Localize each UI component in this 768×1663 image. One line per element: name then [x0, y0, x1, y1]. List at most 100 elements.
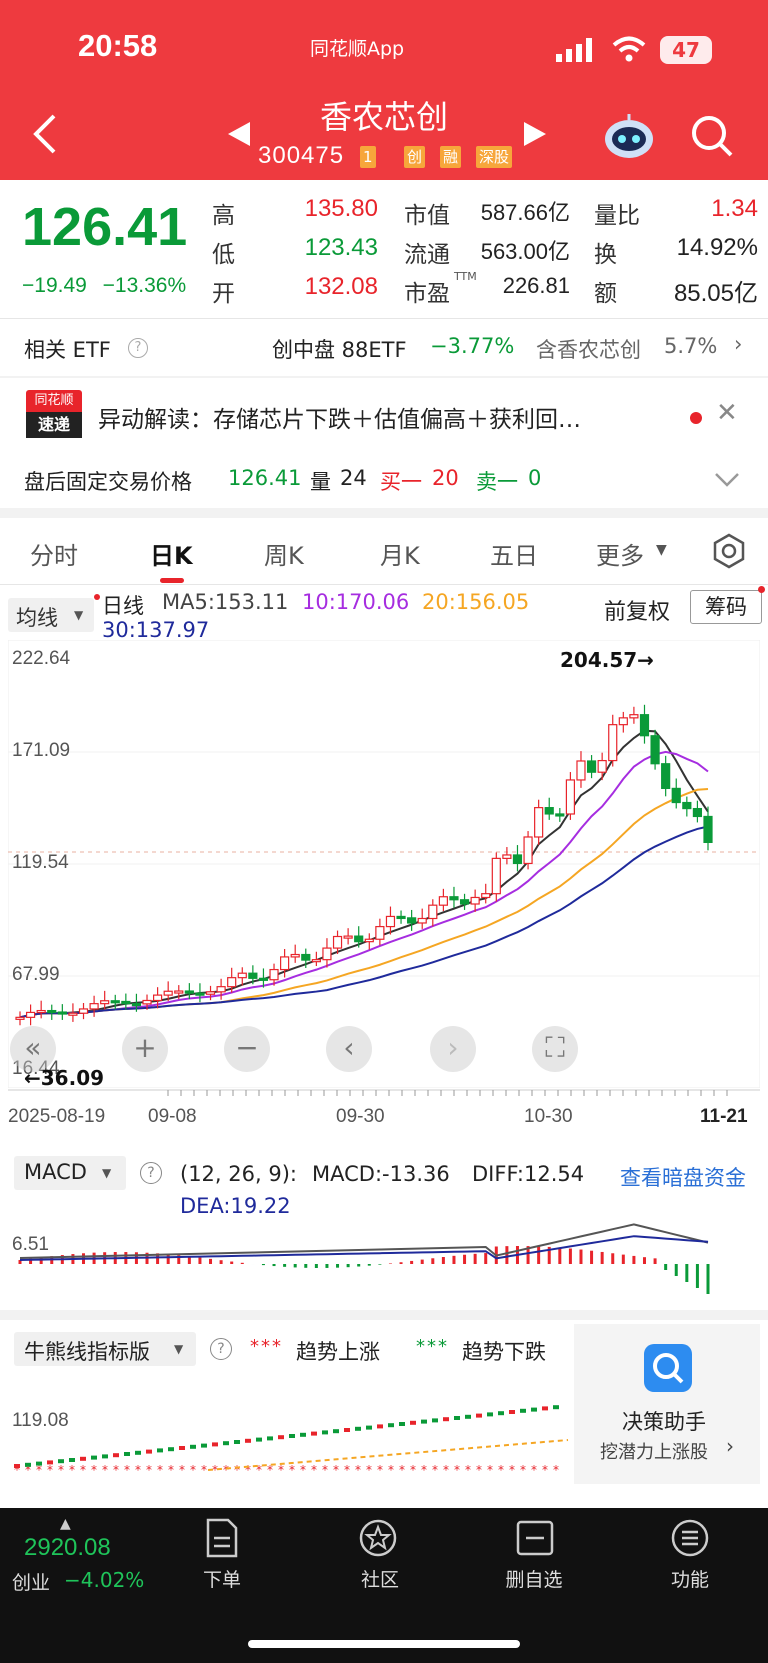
macd-selector[interactable]: MACD ▼ — [14, 1156, 126, 1190]
open-label: 开 — [212, 281, 235, 307]
after-hours-row[interactable]: 盘后固定交易价格 126.41 量 24 买一 20 卖一 0 — [0, 452, 768, 508]
candle-body — [36, 1009, 46, 1014]
code-suffix-tag: 1 — [360, 146, 376, 168]
close-icon[interactable]: ✕ — [716, 398, 738, 428]
trend-up-star: * — [476, 1463, 482, 1477]
macd-chart[interactable] — [8, 1196, 760, 1308]
chips-button[interactable]: 筹码 — [690, 590, 762, 624]
fullscreen-button[interactable]: ⛶ — [532, 1026, 578, 1072]
candle-body — [375, 925, 385, 940]
adjust-label[interactable]: 前复权 — [604, 600, 671, 625]
high-marker: 204.57→ — [560, 648, 654, 672]
bull-bear-mark — [80, 1456, 86, 1461]
bottom-nav — [0, 1508, 768, 1663]
settings-hexagon-icon[interactable] — [710, 532, 748, 570]
remove-watchlist-icon[interactable] — [516, 1520, 554, 1556]
bull-bear-mark — [520, 1408, 526, 1413]
bull-bear-mark — [531, 1407, 537, 1412]
search-icon[interactable] — [690, 114, 734, 158]
chevron-right-icon: › — [734, 332, 743, 356]
low-value: 123.43 — [304, 234, 378, 261]
nav-order[interactable]: 下单 — [202, 1569, 241, 1591]
related-etf-row[interactable]: 相关 ETF ? 创中盘 88ETF −3.77% 含香农芯创 5.7% › — [0, 320, 768, 376]
candle-body — [407, 917, 417, 924]
nav-remove-watchlist[interactable]: 删自选 — [505, 1569, 563, 1591]
tab-daily-k[interactable]: 日K — [150, 542, 193, 570]
bull-bear-mark — [432, 1418, 438, 1423]
tab-five-day[interactable]: 五日 — [490, 542, 538, 570]
candle-body — [523, 836, 533, 865]
trend-up-star: * — [201, 1463, 207, 1477]
scroll-right-button[interactable]: › — [430, 1026, 476, 1072]
volume-ratio-value: 1.34 — [711, 195, 758, 222]
trend-up-star: * — [113, 1463, 119, 1477]
scroll-left-fast-button[interactable]: « — [10, 1026, 56, 1072]
candle-body — [650, 735, 660, 765]
macd-bar — [642, 1257, 646, 1264]
change-percent: −13.36% — [102, 274, 187, 297]
nav-community[interactable]: 社区 — [360, 1569, 399, 1591]
bull-bear-chart[interactable]: * * * * * * * * * * * * * * * * * * * * * * * * * * * * * * * * * * * * * * * *… — [8, 1380, 574, 1480]
scroll-left-button[interactable]: ‹ — [326, 1026, 372, 1072]
macd-bar — [621, 1254, 625, 1264]
zoom-in-button[interactable]: + — [122, 1026, 168, 1072]
bull-bear-selector-label: 牛熊线指标版 — [24, 1340, 150, 1364]
turnover-value: 14.92% — [676, 234, 758, 261]
tag-rong: 融 — [440, 146, 462, 168]
more-caret-icon: ▼ — [656, 542, 667, 558]
macd-bar — [209, 1258, 213, 1264]
kline-chart[interactable] — [8, 640, 760, 1088]
trend-up-star: * — [124, 1463, 130, 1477]
dark-pool-link[interactable]: 查看暗盘资金 — [620, 1166, 746, 1190]
bull-bear-mark — [322, 1430, 328, 1435]
index-value[interactable]: 2920.08 — [24, 1534, 111, 1561]
back-icon[interactable] — [30, 112, 60, 156]
bull-bear-mark — [553, 1405, 559, 1410]
status-time: 20:58 — [78, 28, 158, 63]
prev-stock-icon[interactable] — [226, 120, 252, 148]
candle-body — [586, 760, 597, 773]
tab-weekly-k[interactable]: 周K — [264, 542, 304, 570]
float-cap-value: 563.00亿 — [480, 239, 570, 264]
trend-up-star: * — [322, 1463, 328, 1477]
chevron-down-icon[interactable] — [714, 472, 740, 488]
candle-body — [597, 759, 607, 773]
macd-bar — [336, 1264, 340, 1268]
news-badge: 同花顺 速递 — [26, 390, 82, 440]
bull-bear-mark — [201, 1443, 207, 1448]
tab-more[interactable]: 更多 — [596, 542, 644, 570]
ma10-line — [19, 750, 709, 1019]
bull-bear-help-icon[interactable]: ? — [210, 1338, 232, 1360]
macd-bar — [177, 1255, 181, 1264]
bull-bear-selector[interactable]: 牛熊线指标版 ▼ — [14, 1332, 196, 1366]
candle-body — [512, 854, 523, 865]
tab-intraday[interactable]: 分时 — [30, 542, 78, 570]
robot-assistant-icon[interactable] — [602, 112, 656, 160]
bull-bear-mark — [388, 1423, 394, 1428]
candle-body — [301, 953, 311, 961]
order-icon[interactable] — [204, 1518, 240, 1558]
zoom-out-button[interactable]: − — [224, 1026, 270, 1072]
candle-body — [671, 787, 681, 804]
bull-bear-mark — [311, 1431, 317, 1436]
trend-up-star: * — [80, 1463, 86, 1477]
x-label-0: 2025-08-19 — [8, 1106, 106, 1127]
candle-body — [364, 938, 374, 943]
macd-bar — [537, 1246, 541, 1264]
news-row[interactable]: 同花顺 速递 异动解读：存储芯片下跌＋估值偏高＋获利回… ✕ — [0, 380, 768, 450]
menu-icon[interactable] — [670, 1518, 710, 1558]
community-icon[interactable] — [358, 1518, 398, 1558]
nav-functions[interactable]: 功能 — [670, 1569, 709, 1591]
macd-help-icon[interactable]: ? — [140, 1162, 162, 1184]
ma-selector[interactable]: 均线 ▼ — [8, 598, 94, 632]
candle-body — [248, 972, 258, 979]
next-stock-icon[interactable] — [522, 120, 548, 148]
caret-down-icon: ▼ — [174, 1342, 184, 1356]
app-name: 同花顺App — [310, 38, 405, 60]
help-icon[interactable]: ? — [128, 338, 148, 358]
decision-assistant-card[interactable]: 决策助手 挖潜力上涨股 › — [574, 1324, 760, 1484]
diff-value: DIFF:12.54 — [472, 1162, 585, 1186]
bull-bear-mark — [212, 1442, 218, 1447]
float-cap-label: 流通 — [404, 242, 450, 268]
tab-monthly-k[interactable]: 月K — [380, 542, 420, 570]
